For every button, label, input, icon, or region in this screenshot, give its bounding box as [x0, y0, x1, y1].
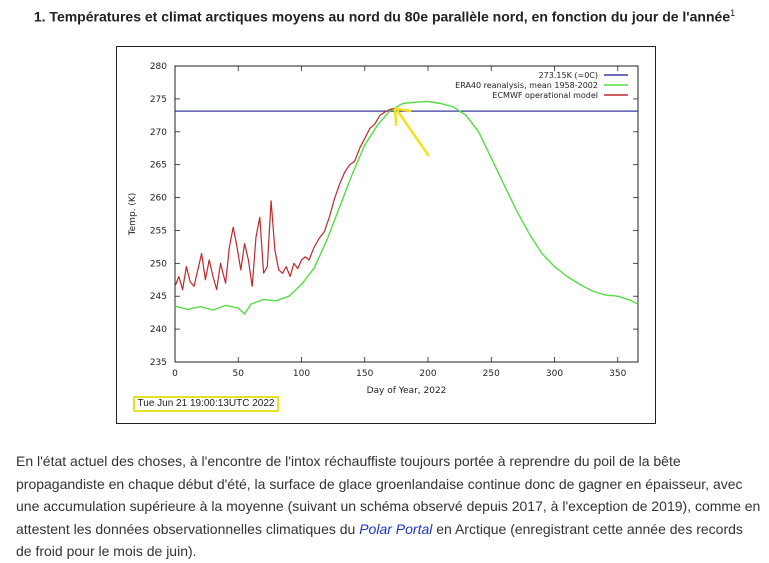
x-axis-label: Day of Year, 2022 — [367, 386, 447, 396]
figure-title-text: 1. Températures et climat arctiques moye… — [33, 8, 731, 25]
y-tick-label: 255 — [150, 226, 167, 236]
paragraph-text-after: en Arctique (enregistrant cette année de… — [16, 520, 743, 560]
plot-area — [174, 65, 639, 363]
y-tick-label: 265 — [150, 161, 167, 171]
x-tick-label: 50 — [233, 369, 245, 379]
era40-line — [174, 100, 639, 315]
ecmwf-line — [174, 107, 396, 291]
y-tick-label: 245 — [150, 292, 167, 302]
y-tick-label: 235 — [150, 358, 167, 368]
y-axis-label: Temp. (K) — [128, 193, 138, 237]
polar-portal-link[interactable]: Polar Portal — [359, 520, 433, 537]
y-tick-label: 280 — [150, 62, 167, 72]
x-tick-label: 250 — [483, 369, 500, 379]
body-paragraph: En l'état actuel des choses, à l'encontr… — [16, 450, 761, 563]
y-tick-label: 275 — [150, 95, 167, 105]
legend-label: ERA40 reanalysis, mean 1958-2002 — [455, 81, 598, 90]
legend-label: 273.15K (=0C) — [539, 71, 598, 80]
legend-label: ECMWF operational model — [492, 91, 598, 100]
footnote-ref[interactable]: 1 — [730, 8, 736, 18]
x-tick-label: 350 — [609, 369, 626, 379]
y-tick-label: 260 — [150, 194, 167, 204]
y-tick-label: 250 — [150, 259, 167, 269]
arrow-annotation-shaft — [396, 110, 430, 157]
y-tick-label: 270 — [150, 128, 167, 138]
x-tick-label: 200 — [419, 369, 436, 379]
x-tick-label: 300 — [546, 369, 563, 379]
y-tick-label: 240 — [150, 325, 167, 335]
chart-frame: 0 50 100 150 200 250 300 350 235 240 245 250 255 260 2… — [116, 46, 656, 424]
temperature-chart: 0 50 100 150 200 250 300 350 235 240 245 250 255 260 2… — [128, 62, 639, 396]
timestamp-box: Tue Jun 21 19:00:13UTC 2022 — [133, 396, 279, 412]
arrow-annotation-head — [393, 107, 412, 127]
x-tick-label: 150 — [356, 369, 373, 379]
figure-title: 1. Températures et climat arctiques moye… — [0, 8, 769, 25]
x-tick-label: 100 — [293, 369, 310, 379]
x-tick-label: 0 — [172, 369, 178, 379]
paragraph-text-before: En l'état actuel des choses, à l'encontr… — [16, 453, 761, 537]
